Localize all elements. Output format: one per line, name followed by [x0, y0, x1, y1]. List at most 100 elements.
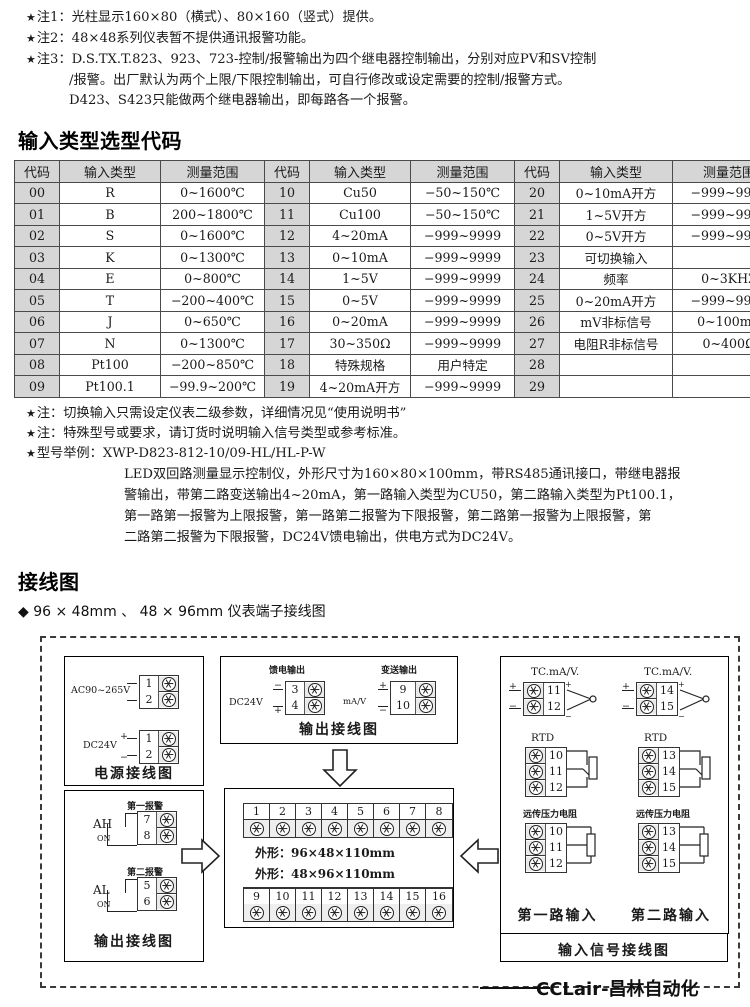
contact-line: [107, 890, 109, 912]
terminal-cell: 6: [374, 804, 400, 837]
on-label: ON: [97, 834, 111, 843]
section-title-input-codes: 输入类型选型代码: [18, 129, 182, 153]
press-terminal-block-ch1: 10 11 12: [525, 823, 567, 873]
table-cell-rng: −999~9999: [410, 332, 515, 355]
model-desc-line: 二路第二报警为下限报警，DC24V馈电输出，供电方式为DC24V。: [124, 529, 522, 545]
pressure-resistor-symbol-icon: [680, 826, 709, 864]
col-header-code-2: 代码: [264, 160, 310, 183]
screw-icon: [639, 840, 658, 855]
watermark-text: CCLair-昌林自动化: [536, 979, 699, 1000]
lead-line: [127, 683, 137, 685]
terminal-row: 14: [639, 839, 679, 856]
terminal-row: 7: [138, 811, 176, 828]
rtd-resistor-symbol-icon: [567, 750, 598, 788]
svg-text:+: +: [678, 680, 685, 689]
terminal-number: 14: [658, 839, 679, 856]
screw-icon: [305, 682, 324, 697]
table-cell-typ: N: [59, 332, 161, 355]
star-bullet-icon: ★: [26, 426, 36, 440]
table-cell-code: 10: [264, 181, 310, 204]
terminal-number: 3: [286, 681, 305, 698]
screw-icon: [526, 840, 545, 855]
screw-icon: [374, 820, 399, 837]
terminal-row: 13: [639, 823, 679, 840]
dc-plus-sign: +: [120, 731, 128, 742]
table-cell-typ: 0~20mA: [309, 310, 411, 333]
table-cell-code: 28: [514, 353, 560, 376]
terminal-cell: 14: [374, 888, 400, 921]
table-cell-code: 08: [14, 353, 60, 376]
screw-icon: [159, 676, 178, 691]
screw-icon: [157, 812, 176, 827]
dimension-line-2: 外形：48×96×110mm: [255, 867, 395, 881]
table-cell-rng: 0~650℃: [160, 310, 265, 333]
terminal-number: 12: [545, 856, 566, 872]
ah-label: AH: [93, 817, 113, 831]
note-label: 注：: [36, 425, 64, 441]
terminal-number: 13: [658, 747, 679, 764]
table-cell-typ: mV非标信号: [559, 310, 673, 333]
lead-line: [378, 689, 388, 691]
table-cell-code: 02: [14, 224, 60, 247]
note-row: ★ 注3： D.S.TX.T.823、923、723-控制/报警输出为四个继电器…: [26, 50, 750, 70]
terminal-number: 14: [374, 888, 399, 904]
screw-icon: [639, 764, 658, 779]
feed-plus-sign: +: [274, 705, 282, 716]
table-cell-rng: −999~9999: [672, 203, 750, 226]
terminal-number: 10: [545, 747, 566, 764]
tc-plus-ch2: +: [622, 681, 630, 692]
terminal-number: 1: [140, 730, 159, 747]
contact-line: [107, 845, 137, 847]
screw-icon: [526, 857, 545, 871]
tc-title-ch2: TC.mA/V.: [644, 666, 693, 678]
screw-icon: [270, 820, 295, 837]
lead-line: [273, 689, 283, 691]
table-cell-code: 14: [264, 267, 310, 290]
table-cell-code: 03: [14, 246, 60, 269]
terminal-row: 10: [526, 823, 566, 840]
terminal-number: 9: [391, 681, 416, 698]
model-desc-line: LED双回路测量显示控制仪，外形尺寸为160×80×100mm，带RS485通讯…: [124, 466, 681, 482]
input-channel-2-caption: 第二路输入: [631, 908, 711, 924]
svg-text:+: +: [565, 680, 572, 689]
table-cell-code: 26: [514, 310, 560, 333]
table-cell-typ: 0~5V: [309, 289, 411, 312]
table-cell-code: 07: [14, 332, 60, 355]
note-row: ★ 注2： 48×48系列仪表暂不提供通讯报警功能。: [26, 29, 750, 49]
col-header-type-2: 输入类型: [309, 160, 411, 183]
top-notes-block: ★ 注1： 光柱显示160×80（横式）、80×160（竖式）提供。 ★ 注2：…: [0, 0, 750, 111]
table-cell-code: 16: [264, 310, 310, 333]
lead-line: [622, 708, 634, 710]
feed-minus-sign: −: [274, 680, 282, 691]
terminal-row: 9: [391, 681, 435, 698]
screw-icon: [348, 904, 373, 921]
rtd-resistor-symbol-icon: [680, 750, 711, 788]
contact-line: [125, 813, 127, 827]
table-cell-rng: 0~1300℃: [160, 246, 265, 269]
contact-line: [125, 879, 127, 893]
output-wiring-panel-top: 馈电输出 变送输出 DC24V − + 3 4 mA/: [220, 656, 458, 744]
screw-icon: [159, 731, 178, 746]
col-header-range-3: 测量范围: [672, 160, 750, 183]
table-cell-rng: 用户特定: [410, 353, 515, 376]
wiring-diagram-frame: AC90~265V DC24V + − 1 2: [40, 636, 740, 988]
terminal-number: 4: [322, 804, 347, 820]
screw-icon: [526, 781, 545, 795]
terminal-row: 14: [637, 682, 677, 699]
lead-line: [273, 706, 283, 708]
terminal-cell: 12: [322, 888, 348, 921]
lead-line: [378, 706, 388, 708]
table-cell-typ: 4~20mA开方: [309, 375, 411, 398]
model-desc-line: 警输出，带第二路变送输出4~20mA，第一路输入类型为CU50，第二路输入类型为…: [124, 487, 681, 503]
transmit-minus-sign: −: [379, 705, 387, 716]
screw-icon: [524, 683, 543, 698]
screw-icon: [526, 748, 545, 763]
table-cell-code: 12: [264, 224, 310, 247]
table-cell-rng: [672, 375, 750, 398]
pressure-resistor-symbol-icon: [567, 826, 596, 864]
table-cell-code: 09: [14, 375, 60, 398]
terminal-row: 1: [140, 675, 178, 692]
ac-input-label: AC90~265V: [71, 685, 131, 696]
feed-output-title: 馈电输出: [269, 666, 306, 676]
